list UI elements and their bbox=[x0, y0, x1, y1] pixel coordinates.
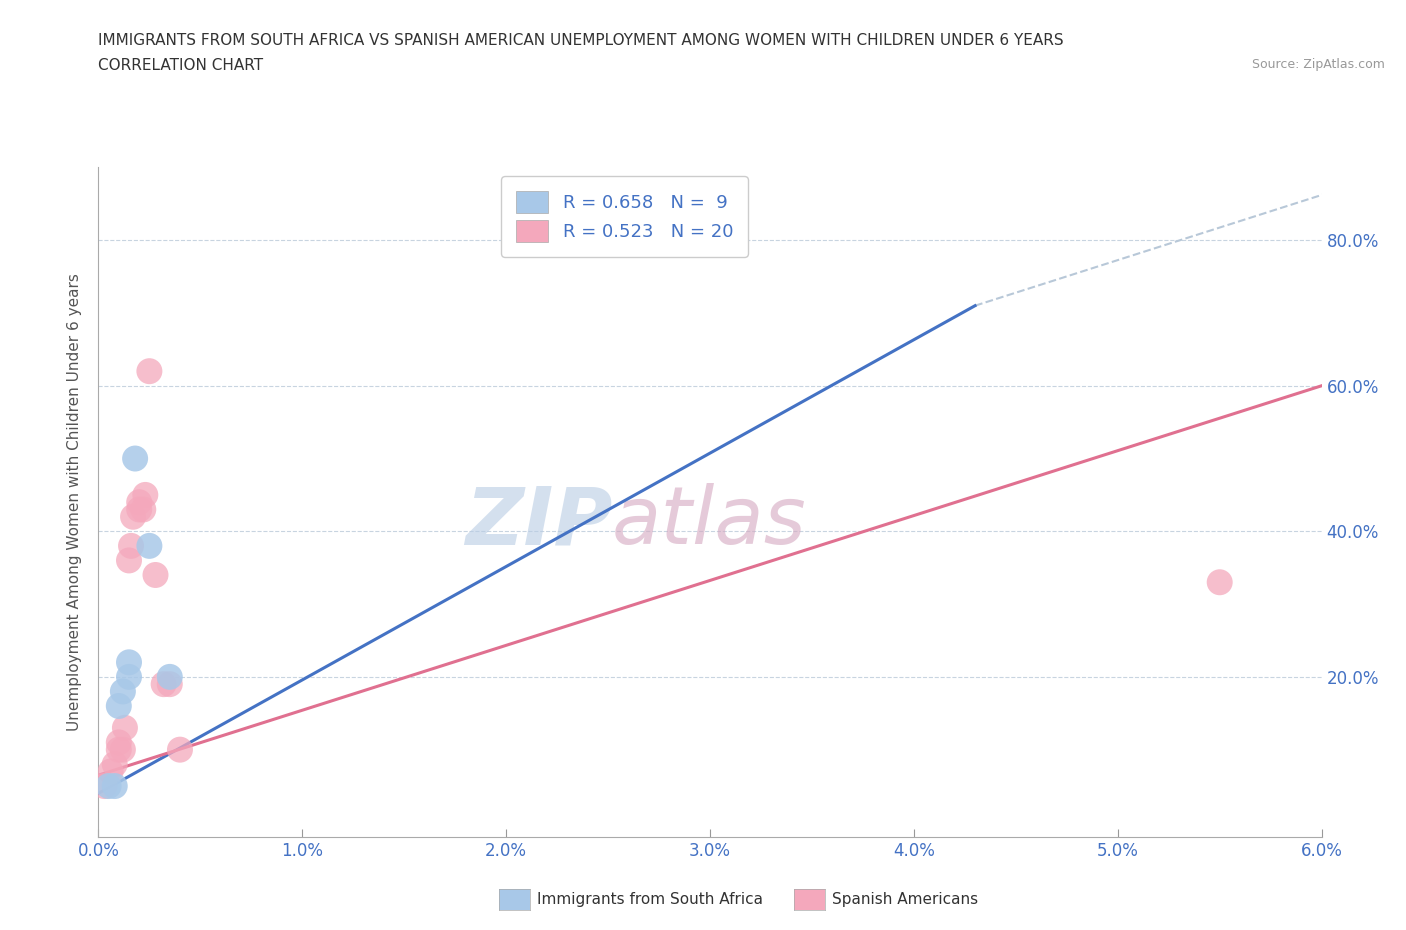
Point bbox=[138, 364, 160, 379]
Point bbox=[128, 495, 150, 510]
Point bbox=[108, 698, 131, 713]
Point bbox=[118, 670, 141, 684]
Point bbox=[134, 487, 156, 502]
Point bbox=[169, 742, 191, 757]
Point bbox=[104, 757, 127, 772]
Text: IMMIGRANTS FROM SOUTH AFRICA VS SPANISH AMERICAN UNEMPLOYMENT AMONG WOMEN WITH C: IMMIGRANTS FROM SOUTH AFRICA VS SPANISH … bbox=[98, 33, 1064, 47]
Point bbox=[124, 451, 146, 466]
Text: Spanish Americans: Spanish Americans bbox=[832, 892, 979, 907]
Point bbox=[159, 677, 181, 692]
Point bbox=[111, 684, 134, 698]
Legend: R = 0.658   N =  9, R = 0.523   N = 20: R = 0.658 N = 9, R = 0.523 N = 20 bbox=[501, 177, 748, 257]
Point bbox=[108, 735, 131, 750]
Point bbox=[108, 742, 131, 757]
Point bbox=[128, 502, 150, 517]
Point bbox=[114, 721, 136, 736]
Point bbox=[93, 778, 115, 793]
Point bbox=[118, 655, 141, 670]
Point bbox=[111, 742, 134, 757]
Point bbox=[100, 764, 122, 779]
Point bbox=[118, 553, 141, 568]
Text: atlas: atlas bbox=[612, 484, 807, 562]
Text: CORRELATION CHART: CORRELATION CHART bbox=[98, 58, 263, 73]
Point bbox=[132, 502, 155, 517]
Text: Immigrants from South Africa: Immigrants from South Africa bbox=[537, 892, 763, 907]
Point bbox=[1208, 575, 1232, 590]
Text: ZIP: ZIP bbox=[465, 484, 612, 562]
Point bbox=[122, 510, 145, 525]
Point bbox=[97, 778, 120, 793]
Point bbox=[159, 670, 181, 684]
Y-axis label: Unemployment Among Women with Children Under 6 years: Unemployment Among Women with Children U… bbox=[67, 273, 83, 731]
Point bbox=[152, 677, 174, 692]
Text: Source: ZipAtlas.com: Source: ZipAtlas.com bbox=[1251, 58, 1385, 71]
Point bbox=[145, 567, 167, 582]
Point bbox=[120, 538, 142, 553]
Point bbox=[104, 778, 127, 793]
Point bbox=[138, 538, 160, 553]
